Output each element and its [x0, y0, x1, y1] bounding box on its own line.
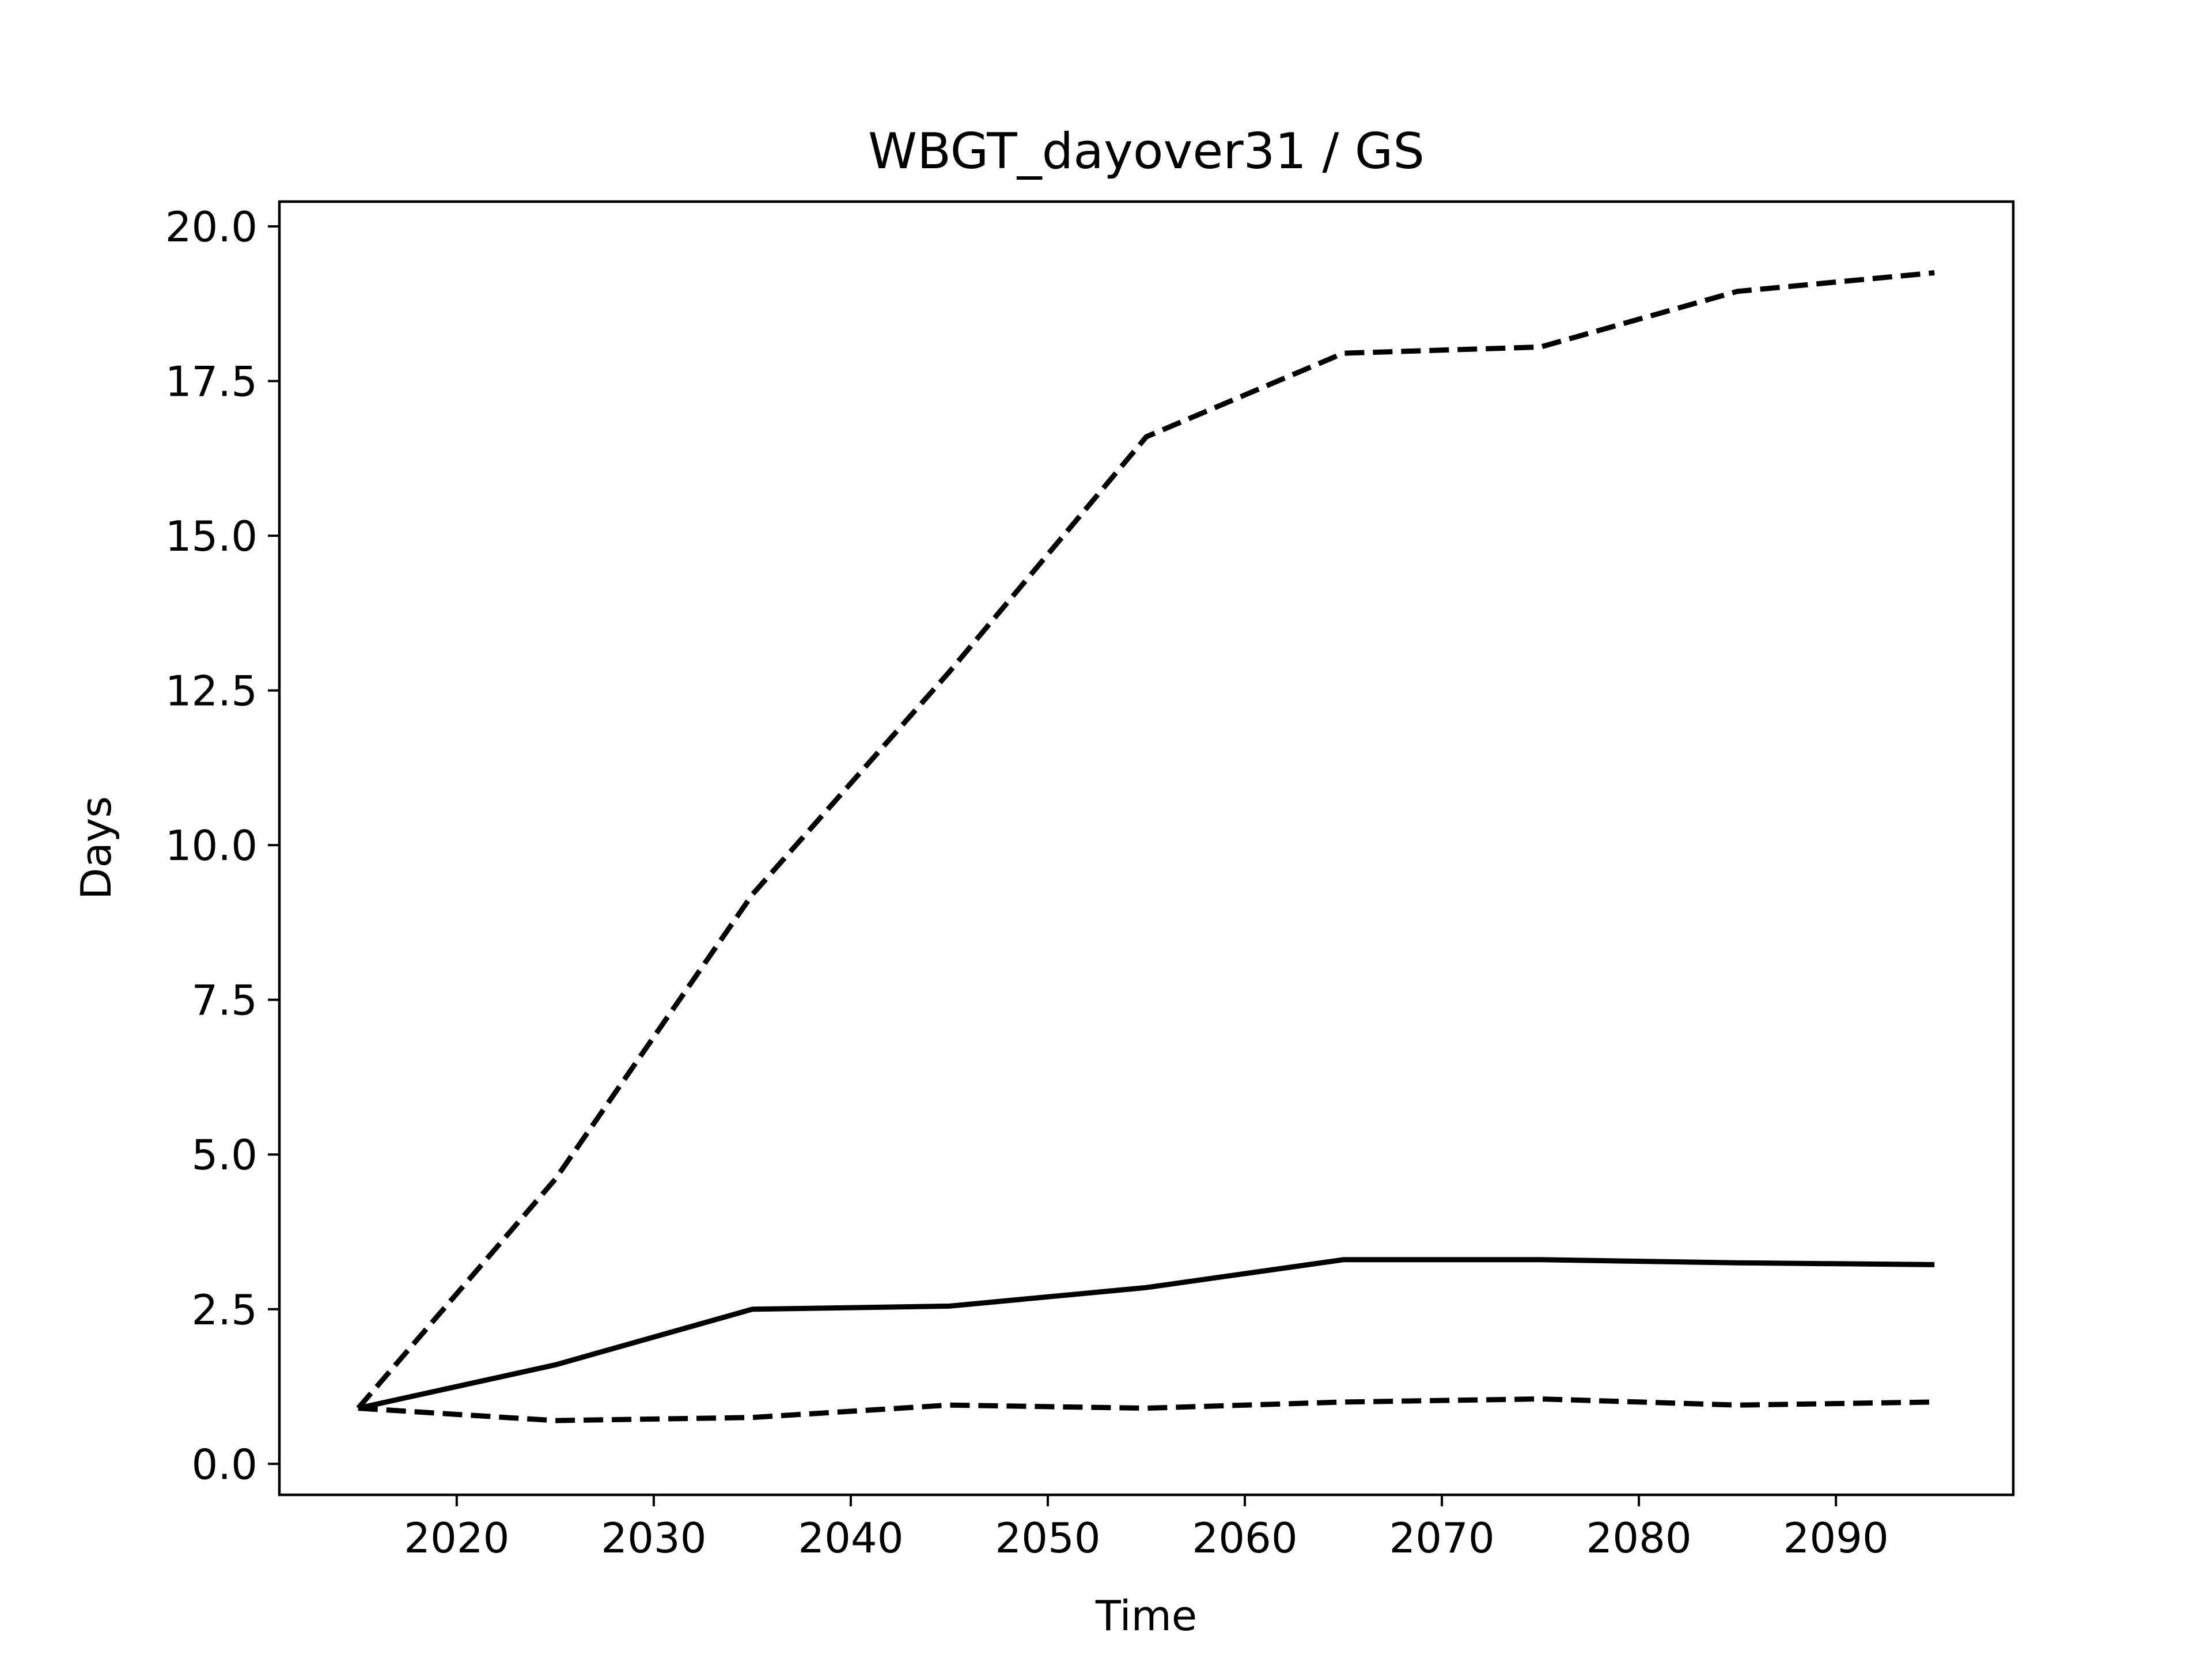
x-tick-label: 2090 — [1783, 1514, 1889, 1562]
x-axis-label: Time — [1095, 1592, 1197, 1640]
y-tick-label: 0.0 — [191, 1440, 257, 1488]
series-line-2 — [357, 1257, 1935, 1411]
x-tick-label: 2060 — [1192, 1514, 1297, 1562]
y-tick-label: 15.0 — [165, 512, 257, 560]
y-axis: 0.0 2.5 5.0 7.5 10.0 12.5 15.0 17.5 20.0 — [165, 203, 279, 1488]
x-tick-label: 2050 — [995, 1514, 1100, 1562]
x-tick-label: 2020 — [404, 1514, 509, 1562]
x-tick-label: 2070 — [1389, 1514, 1494, 1562]
series-layer — [356, 270, 1935, 1423]
y-tick-label: 7.5 — [191, 976, 257, 1025]
y-tick-label: 10.0 — [165, 821, 257, 870]
y-tick-label: 17.5 — [165, 358, 257, 406]
y-tick-label: 12.5 — [165, 667, 257, 715]
x-tick-label: 2030 — [601, 1514, 706, 1562]
chart-title: WBGT_dayover31 / GS — [868, 123, 1425, 180]
series-line-3 — [358, 1396, 1935, 1423]
y-tick-label: 2.5 — [191, 1286, 257, 1334]
axes-frame — [278, 200, 2015, 1497]
y-axis-label: Days — [72, 796, 120, 900]
plot-area — [278, 200, 2015, 1497]
series-line-1 — [356, 270, 1935, 1410]
x-tick-label: 2080 — [1586, 1514, 1691, 1562]
y-tick-label: 20.0 — [165, 203, 257, 251]
y-tick-label: 5.0 — [191, 1131, 257, 1179]
x-axis: 2020 2030 2040 2050 2060 2070 2080 2090 — [404, 1495, 1889, 1562]
x-tick-label: 2040 — [798, 1514, 903, 1562]
